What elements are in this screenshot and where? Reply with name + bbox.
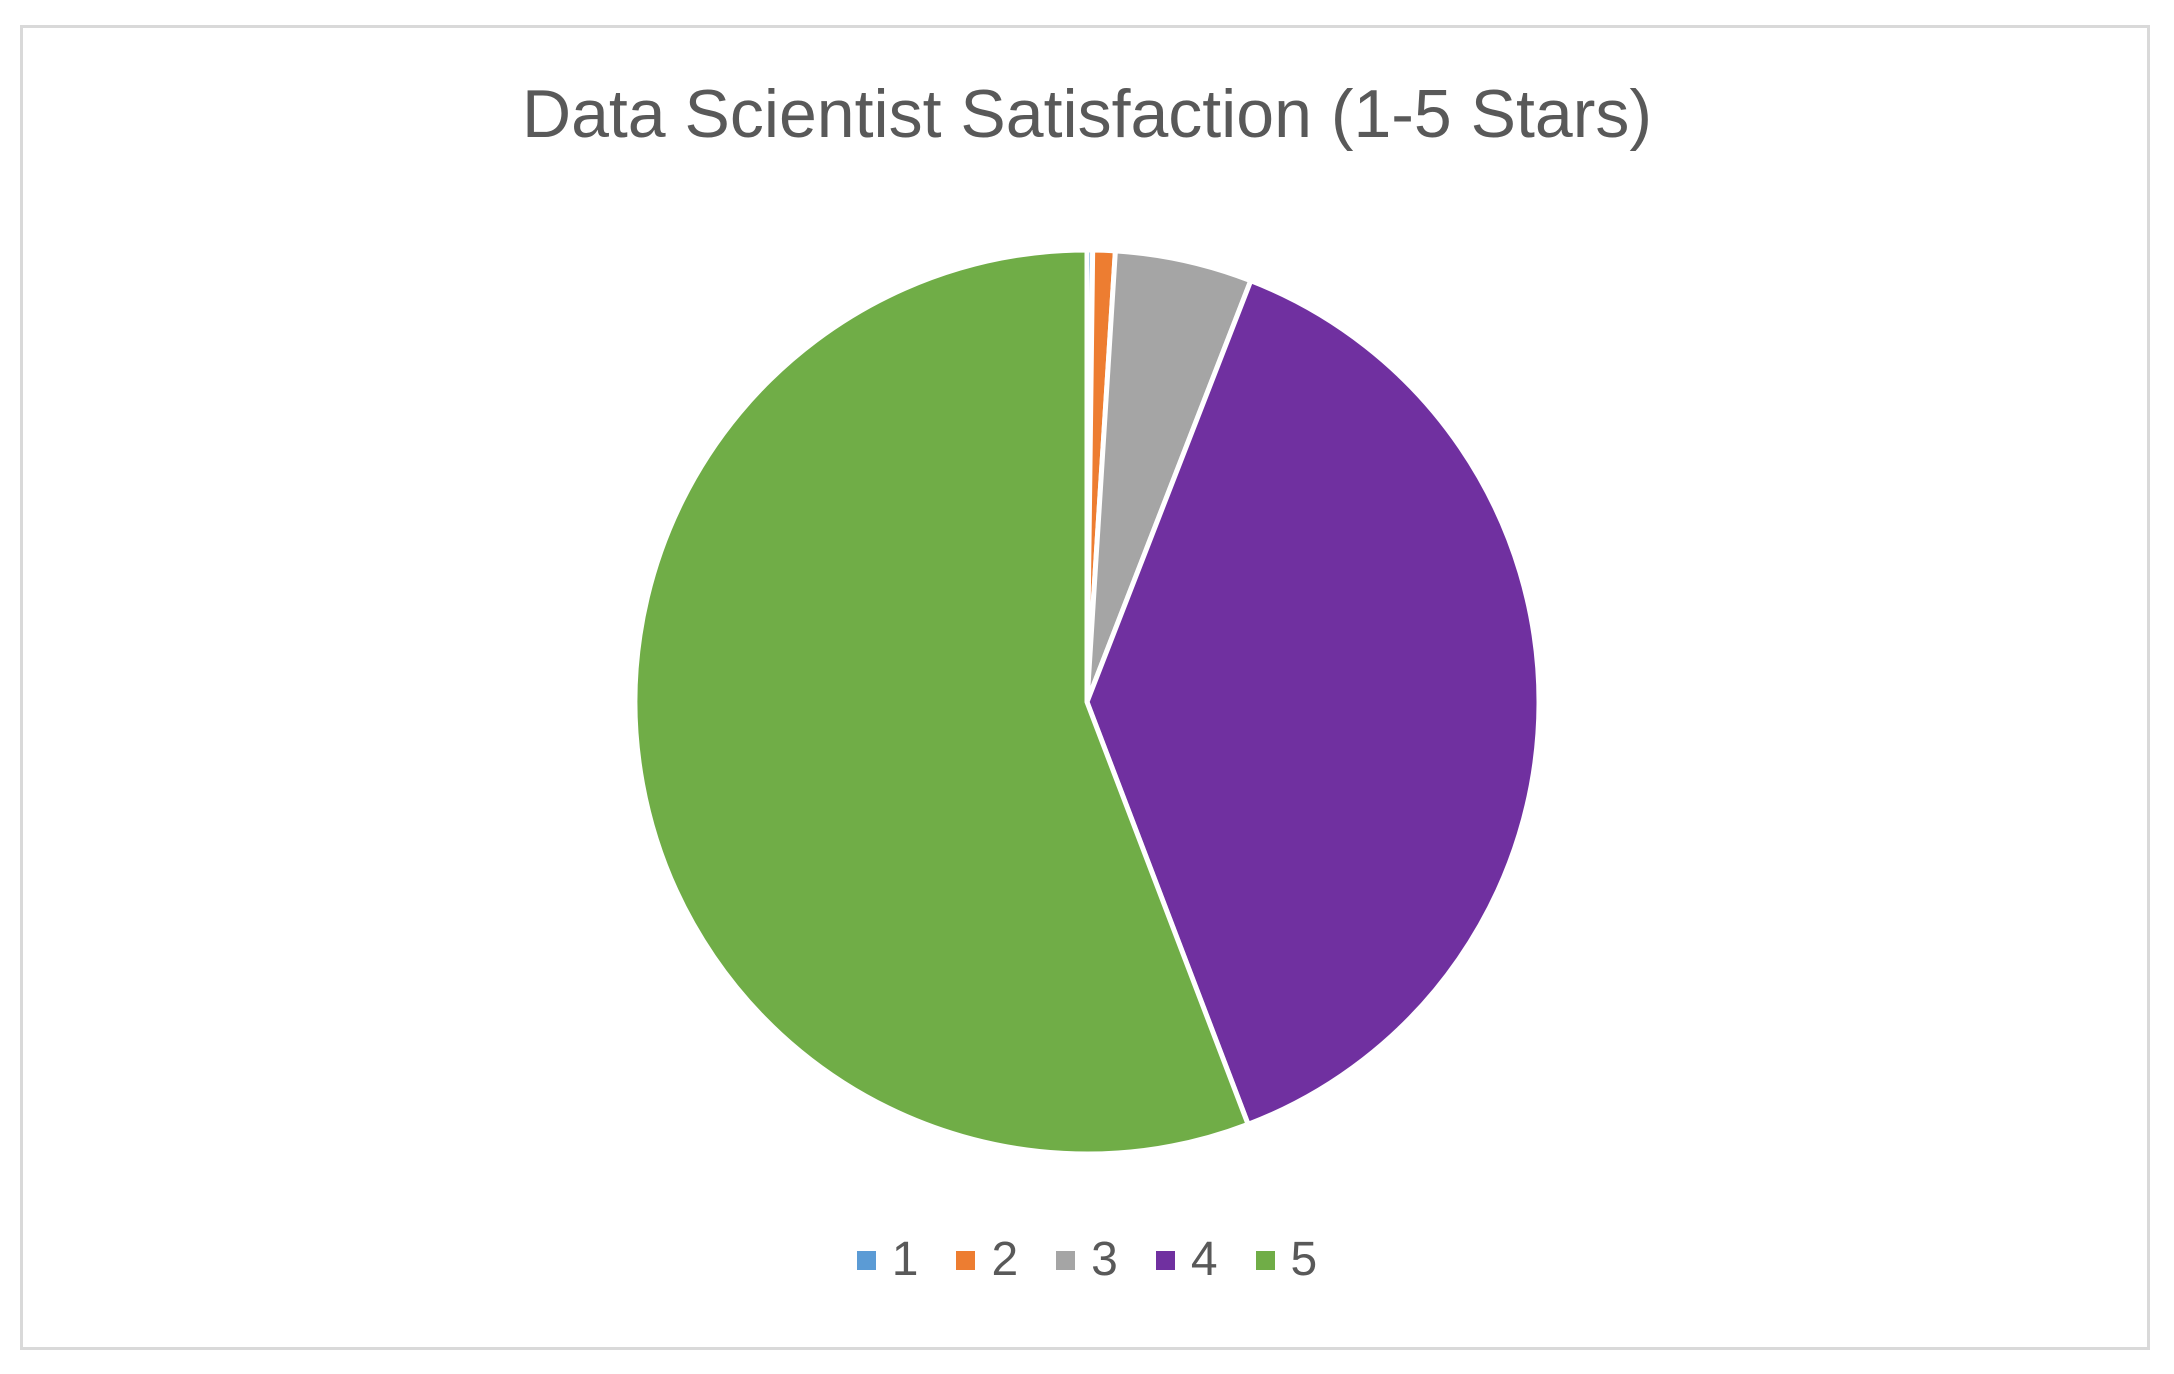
legend-label-5: 5 (1290, 1233, 1318, 1286)
legend-item-2: 2 (956, 1236, 1018, 1284)
legend-label-2: 2 (991, 1233, 1019, 1286)
legend-item-4: 4 (1155, 1233, 1218, 1286)
legend-swatch-5 (1255, 1250, 1275, 1270)
legend-swatch-1 (856, 1250, 876, 1270)
pie-slice-5 (632, 247, 1251, 1157)
chart-legend: 1 2 3 4 5 (0, 1236, 2174, 1284)
pie-slices (632, 247, 1542, 1157)
legend-label-4: 4 (1190, 1233, 1218, 1286)
legend-item-1: 1 (856, 1233, 919, 1286)
chart-title: Data Scientist Satisfaction (1-5 Stars) (521, 76, 1652, 152)
legend-item-5: 5 (1255, 1233, 1318, 1286)
pie-slice-4 (1084, 278, 1542, 1127)
legend-swatch-4 (1155, 1250, 1175, 1270)
legend-label-3: 3 (1091, 1233, 1118, 1286)
legend-swatch-3 (1056, 1250, 1076, 1270)
legend-label-1: 1 (891, 1233, 919, 1286)
legend-swatch-2 (956, 1250, 976, 1270)
legend-item-3: 3 (1056, 1236, 1118, 1284)
